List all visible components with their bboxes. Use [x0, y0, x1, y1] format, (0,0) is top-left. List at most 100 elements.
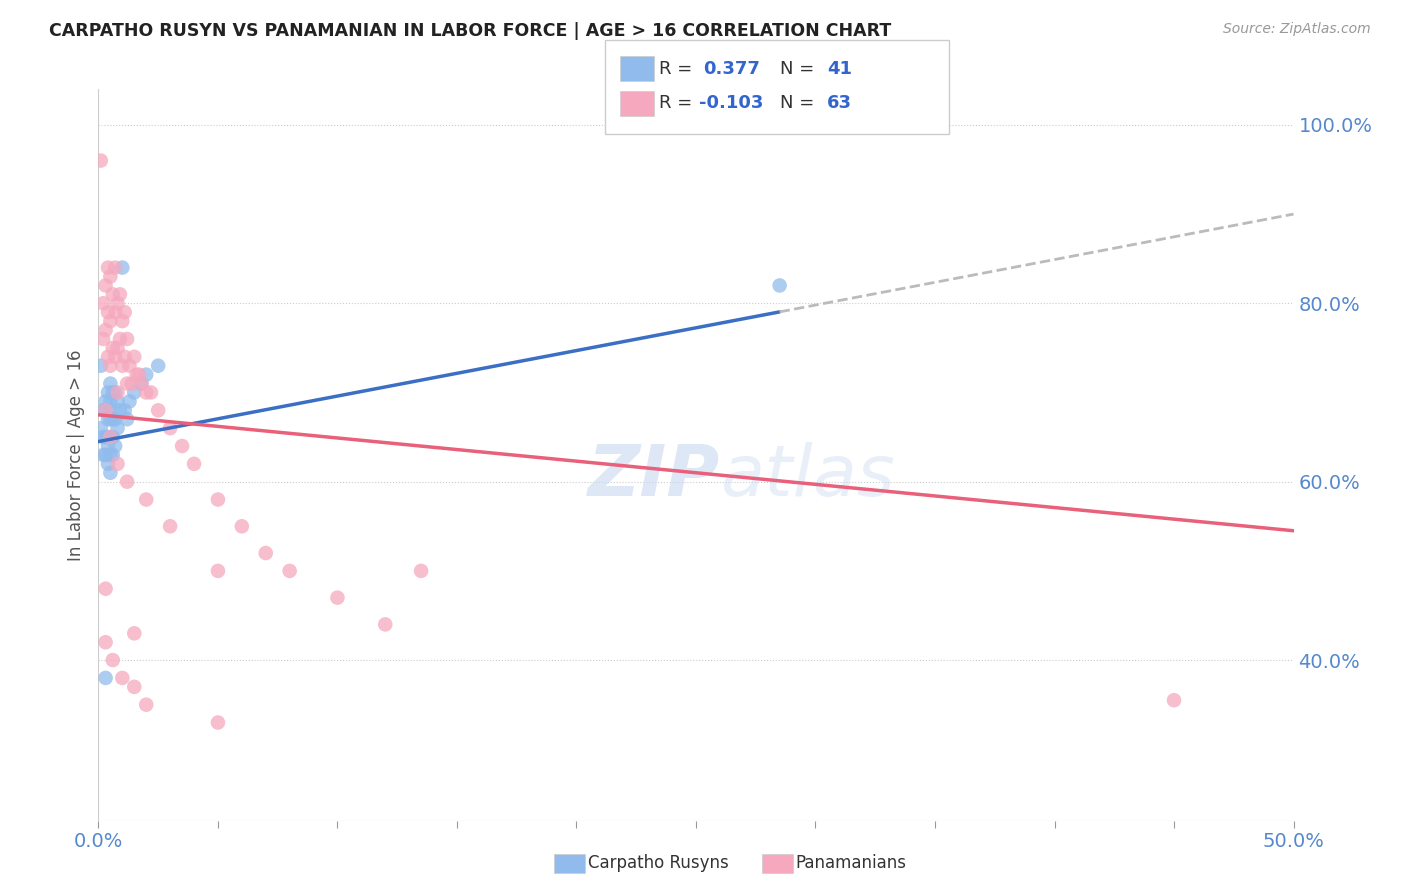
Point	[104, 385, 127, 400]
Point	[111, 314, 134, 328]
Text: ZIP: ZIP	[588, 442, 720, 511]
Point	[97, 412, 120, 426]
Point	[98, 394, 122, 409]
Text: N =: N =	[780, 60, 814, 78]
Point	[114, 403, 136, 417]
Point	[94, 448, 117, 462]
Point	[107, 421, 129, 435]
Point	[98, 430, 122, 444]
Text: 0.377: 0.377	[703, 60, 759, 78]
Point	[124, 385, 146, 400]
Point	[97, 260, 120, 275]
Point	[115, 412, 138, 426]
Point	[94, 403, 117, 417]
Point	[111, 260, 134, 275]
Point	[94, 278, 117, 293]
Point	[104, 412, 127, 426]
Point	[90, 153, 112, 168]
Point	[131, 376, 153, 391]
Point	[104, 439, 127, 453]
Point	[135, 698, 157, 712]
Y-axis label: In Labor Force | Age > 16: In Labor Force | Age > 16	[67, 349, 86, 561]
Point	[128, 368, 150, 382]
Point	[94, 394, 117, 409]
Point	[101, 341, 124, 355]
Point	[118, 394, 141, 409]
Point	[98, 403, 122, 417]
Point	[98, 359, 122, 373]
Point	[108, 332, 131, 346]
Point	[121, 376, 143, 391]
Point	[159, 519, 181, 533]
Point	[97, 350, 120, 364]
Point	[104, 260, 127, 275]
Point	[90, 421, 112, 435]
Point	[125, 368, 148, 382]
Point	[768, 278, 790, 293]
Point	[108, 403, 131, 417]
Point	[91, 403, 114, 417]
Point	[91, 332, 114, 346]
Point	[94, 635, 117, 649]
Point	[135, 368, 157, 382]
Point	[97, 430, 120, 444]
Text: Carpatho Rusyns: Carpatho Rusyns	[588, 855, 728, 872]
Point	[118, 359, 141, 373]
Text: -0.103: -0.103	[699, 95, 763, 112]
Point	[107, 457, 129, 471]
Point	[114, 305, 136, 319]
Point	[107, 341, 129, 355]
Point	[98, 430, 122, 444]
Text: Source: ZipAtlas.com: Source: ZipAtlas.com	[1223, 22, 1371, 37]
Point	[254, 546, 277, 560]
Point	[111, 671, 134, 685]
Text: N =: N =	[780, 95, 814, 112]
Point	[97, 305, 120, 319]
Point	[107, 296, 129, 310]
Point	[231, 519, 253, 533]
Point	[135, 492, 157, 507]
Point	[207, 492, 229, 507]
Text: 41: 41	[827, 60, 852, 78]
Point	[326, 591, 349, 605]
Point	[94, 671, 117, 685]
Point	[94, 403, 117, 417]
Text: Panamanians: Panamanians	[796, 855, 907, 872]
Point	[101, 412, 124, 426]
Point	[98, 269, 122, 284]
Point	[135, 385, 157, 400]
Text: CARPATHO RUSYN VS PANAMANIAN IN LABOR FORCE | AGE > 16 CORRELATION CHART: CARPATHO RUSYN VS PANAMANIAN IN LABOR FO…	[49, 22, 891, 40]
Point	[183, 457, 205, 471]
Point	[98, 466, 122, 480]
Point	[207, 564, 229, 578]
Point	[97, 439, 120, 453]
Point	[148, 403, 170, 417]
Point	[148, 359, 170, 373]
Point	[124, 626, 146, 640]
Point	[114, 350, 136, 364]
Text: R =: R =	[659, 60, 693, 78]
Point	[124, 350, 146, 364]
Point	[98, 376, 122, 391]
Point	[98, 412, 122, 426]
Text: atlas: atlas	[720, 442, 894, 511]
Point	[97, 457, 120, 471]
Point	[101, 448, 124, 462]
Point	[107, 394, 129, 409]
Point	[108, 287, 131, 301]
Point	[278, 564, 301, 578]
Point	[91, 296, 114, 310]
Point	[115, 475, 138, 489]
Point	[90, 359, 112, 373]
Point	[98, 314, 122, 328]
Point	[104, 350, 127, 364]
Point	[94, 430, 117, 444]
Text: 63: 63	[827, 95, 852, 112]
Point	[104, 305, 127, 319]
Point	[172, 439, 194, 453]
Point	[101, 287, 124, 301]
Text: R =: R =	[659, 95, 693, 112]
Point	[101, 430, 124, 444]
Point	[97, 385, 120, 400]
Point	[115, 332, 138, 346]
